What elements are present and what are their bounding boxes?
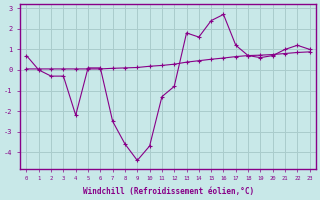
X-axis label: Windchill (Refroidissement éolien,°C): Windchill (Refroidissement éolien,°C): [83, 187, 254, 196]
